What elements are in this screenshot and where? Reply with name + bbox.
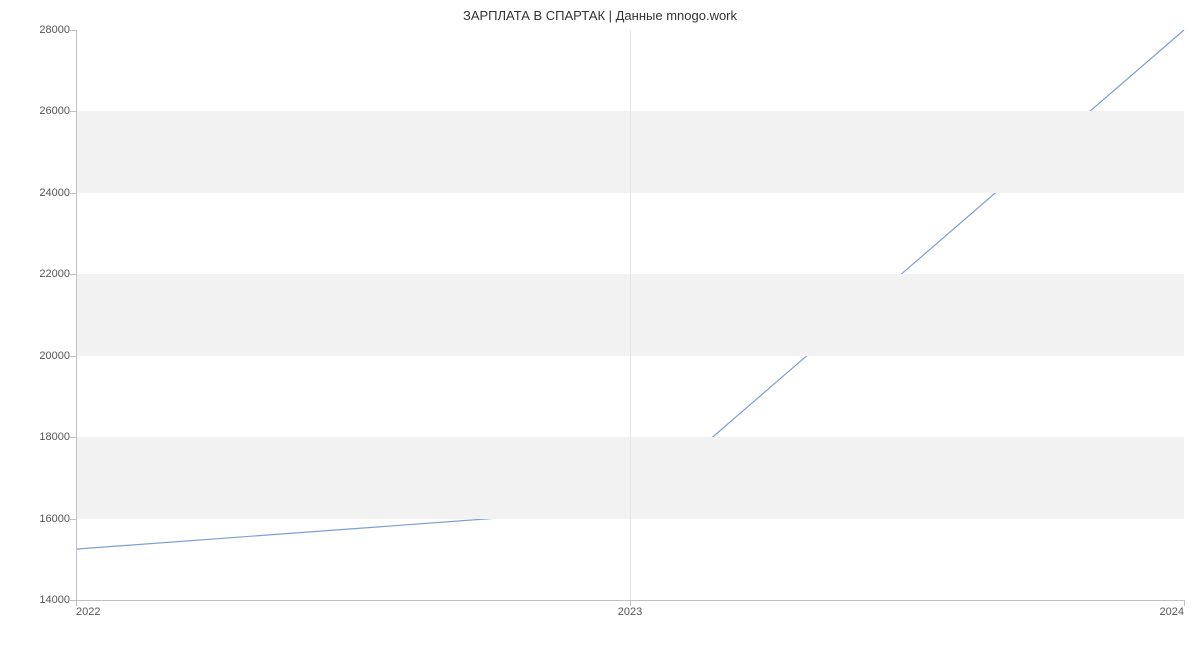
y-tick-label: 26000	[39, 105, 76, 117]
y-tick-label: 28000	[39, 24, 76, 36]
y-tick-label: 18000	[39, 431, 76, 443]
x-tick-label: 2023	[618, 600, 642, 618]
plot-area: 1400016000180002000022000240002600028000…	[76, 30, 1184, 600]
y-tick-label: 24000	[39, 187, 76, 199]
y-axis-line	[76, 30, 77, 600]
y-tick-label: 14000	[39, 594, 76, 606]
x-tick-mark	[1184, 600, 1185, 606]
y-tick-label: 16000	[39, 513, 76, 525]
x-tick-label: 2024	[1160, 600, 1184, 618]
chart-title: ЗАРПЛАТА В СПАРТАК | Данные mnogo.work	[0, 8, 1200, 23]
x-tick-label: 2022	[76, 600, 100, 618]
y-tick-label: 20000	[39, 350, 76, 362]
salary-chart: ЗАРПЛАТА В СПАРТАК | Данные mnogo.work 1…	[0, 0, 1200, 650]
x-gridline	[630, 30, 631, 600]
y-tick-label: 22000	[39, 268, 76, 280]
